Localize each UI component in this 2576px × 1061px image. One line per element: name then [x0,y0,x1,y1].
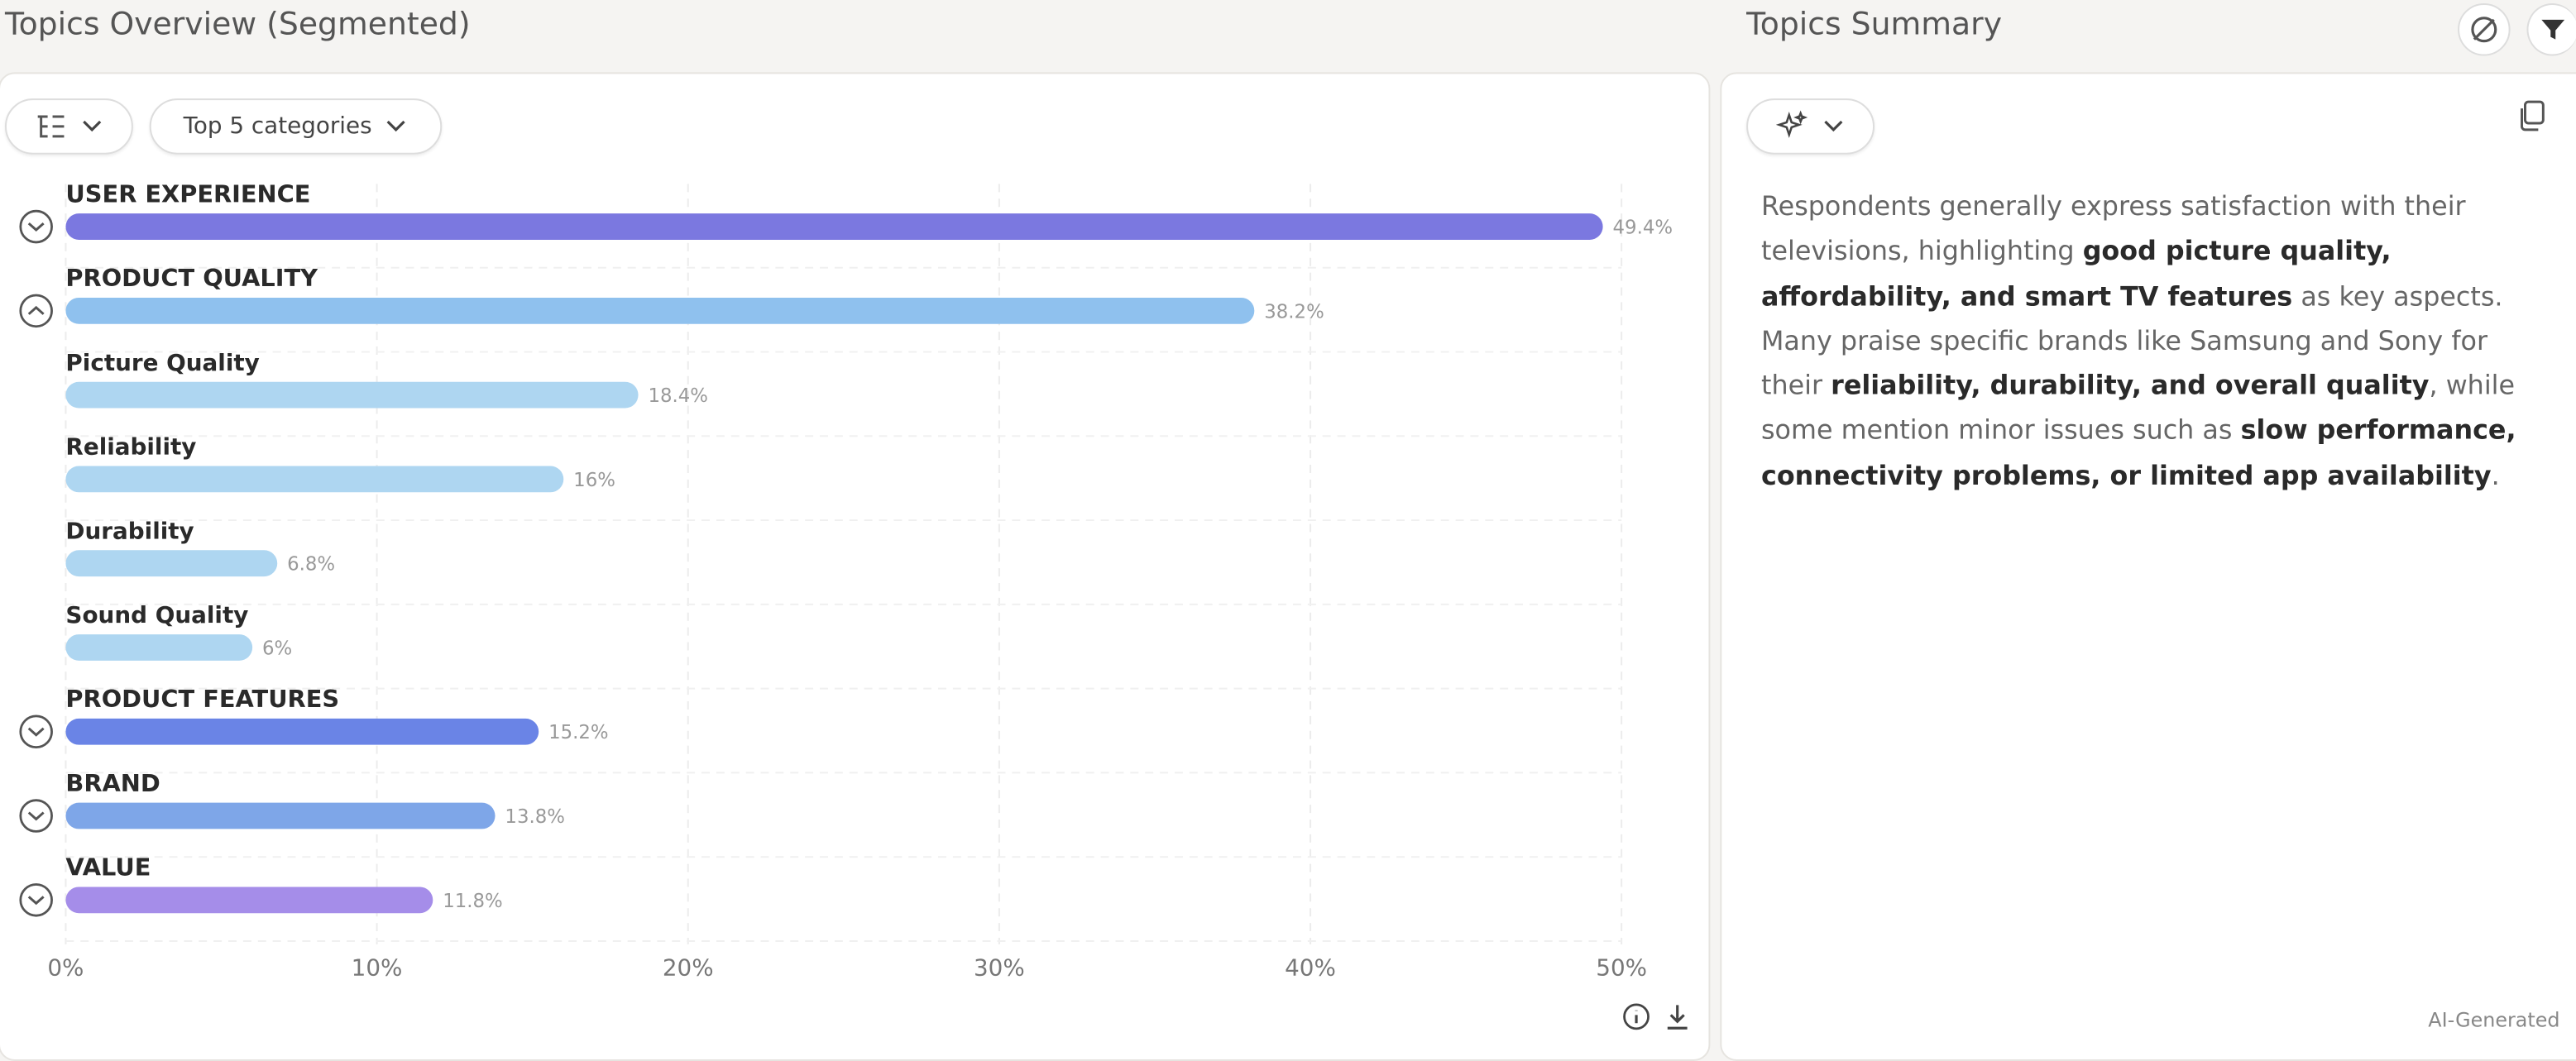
copy-button[interactable] [2517,100,2547,140]
value-label: 6% [262,638,292,659]
filter-button[interactable] [2526,2,2576,56]
bar [65,550,278,577]
left-title: Topics Overview (Segmented) [4,6,471,43]
expand-toggle[interactable] [19,883,53,917]
x-tick-label: 0% [47,954,84,982]
value-label: 16% [573,470,615,491]
expand-toggle[interactable] [19,799,53,833]
subcategory-label: Sound Quality [65,601,248,628]
value-label: 49.4% [1613,217,1673,239]
category-label: PRODUCT QUALITY [65,264,318,292]
bar [65,213,1603,240]
bar [65,297,1255,324]
subcategory-label: Reliability [65,433,196,461]
expand-toggle[interactable] [19,715,53,749]
category-dropdown[interactable]: Top 5 categories [149,98,443,155]
value-label: 13.8% [505,806,565,828]
summary-segment: , while some mention minor issues such a… [1760,370,2516,447]
x-tick-label: 10% [352,954,403,982]
bar [65,887,433,914]
hide-button[interactable] [2458,2,2511,56]
expand-toggle[interactable] [19,294,53,328]
category-label: BRAND [65,769,160,797]
category-dropdown-label: Top 5 categories [183,113,372,140]
x-tick-label: 40% [1285,954,1336,982]
summary-highlight: good picture quality, affordability, and… [1760,235,2392,312]
subcategory-label: Durability [65,517,194,544]
value-label: 18.4% [648,385,708,407]
value-label: 38.2% [1264,301,1324,323]
bar [65,802,496,829]
ai-generated-label: AI-Generated [2428,1008,2560,1032]
x-tick-label: 50% [1596,954,1647,982]
summary-highlight: reliability, durability, and overall qua… [1831,370,2430,401]
summary-segment: as key aspects. Many praise specific bra… [1760,280,2503,401]
view-dropdown[interactable] [4,98,133,155]
subcategory-label: Picture Quality [65,349,259,376]
summary-segment: Respondents generally express satisfacti… [1760,190,2466,267]
summary-panel [1720,72,2576,1061]
summary-text: Respondents generally express satisfacti… [1761,184,2546,497]
ai-dropdown[interactable] [1746,98,1875,155]
value-label: 15.2% [548,722,609,743]
category-label: PRODUCT FEATURES [65,685,339,713]
right-title: Topics Summary [1746,6,2003,43]
bar [65,634,253,661]
x-tick-label: 30% [974,954,1025,982]
expand-toggle[interactable] [19,209,53,244]
value-label: 6.8% [287,554,335,576]
value-label: 11.8% [443,891,503,912]
category-label: VALUE [65,853,151,882]
bar-chart: 0% 10% 20% 30% 40% 50% USER EXPERIENCE 49.4% PRO… [19,179,1673,982]
summary-segment: . [2491,459,2500,491]
download-button[interactable] [1663,1001,1693,1038]
summary-highlight: slow performance, connectivity problems,… [1760,414,2516,491]
category-label: USER EXPERIENCE [65,179,310,208]
bar [65,718,539,745]
bar [65,466,564,493]
x-tick-label: 20% [663,954,714,982]
bar [65,381,639,409]
info-button[interactable] [1621,1001,1651,1038]
